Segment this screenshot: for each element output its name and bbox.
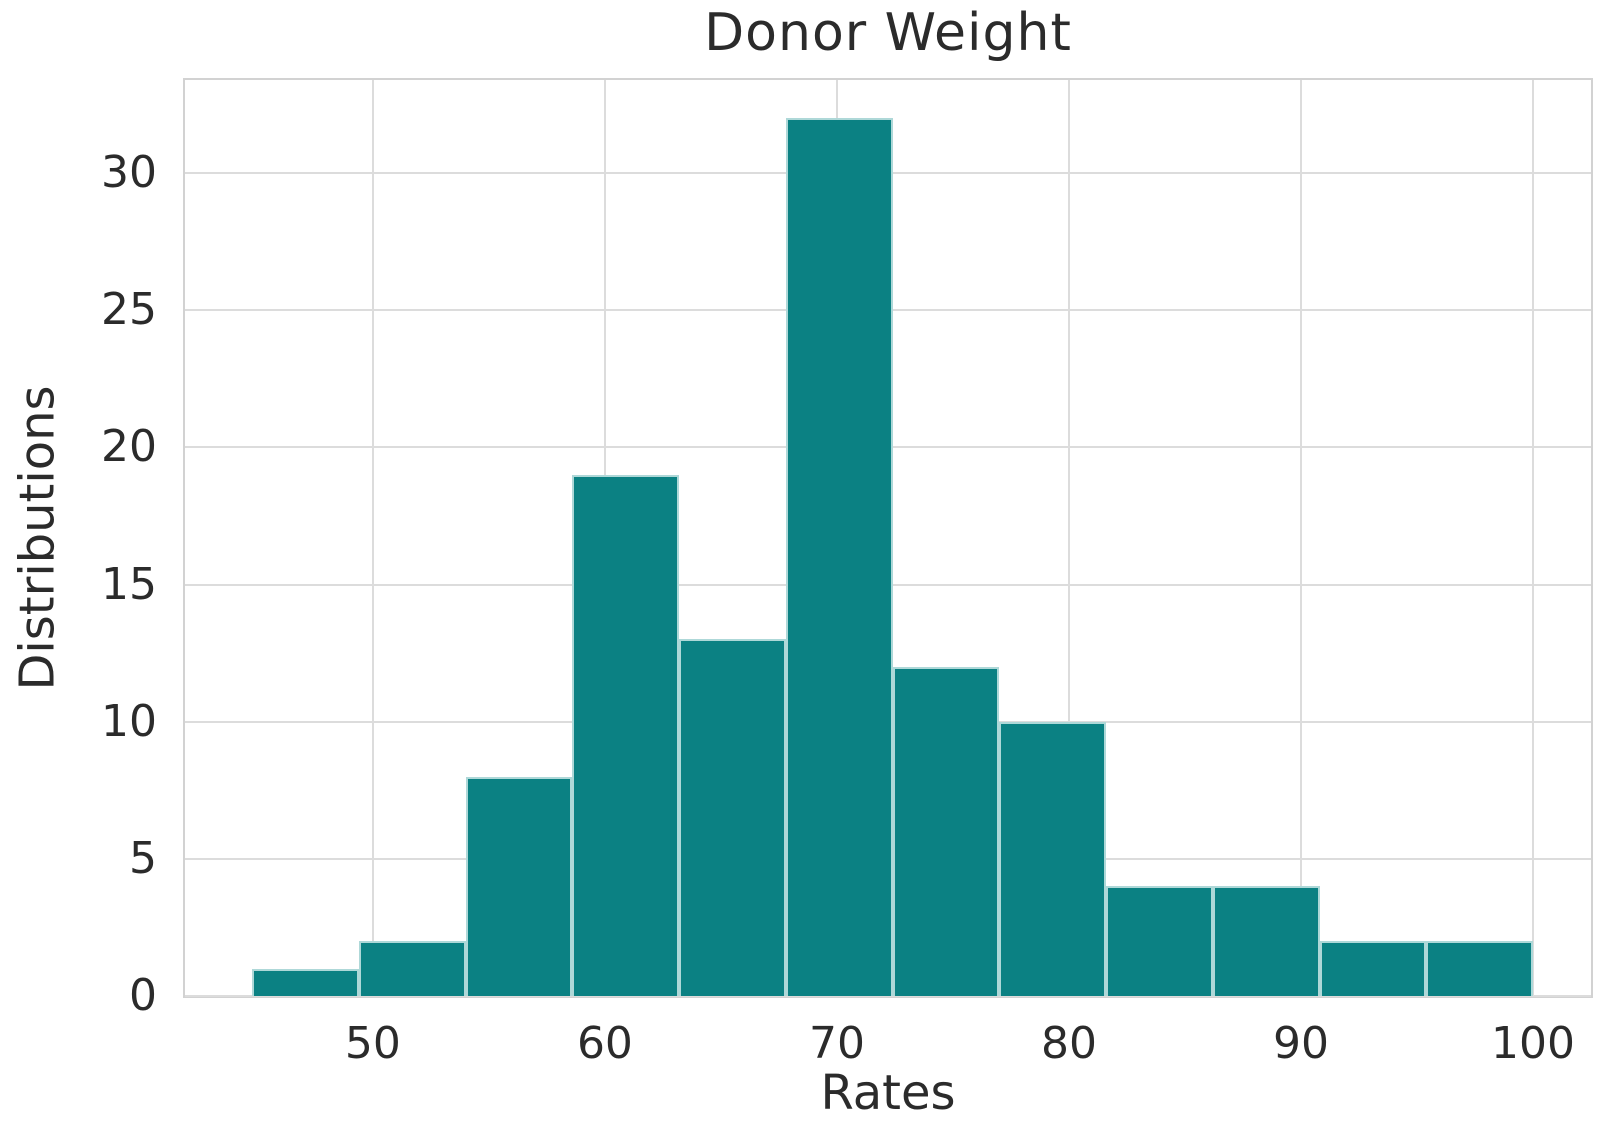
- histogram-bar: [679, 639, 786, 996]
- gridline-x-100: [1531, 80, 1534, 996]
- histogram-bar: [1212, 886, 1320, 996]
- histogram-bar: [252, 968, 359, 996]
- histogram-bar: [572, 474, 680, 996]
- histogram-bar: [465, 776, 573, 996]
- x-tick-label: 70: [808, 1018, 865, 1069]
- histogram-bar: [359, 941, 466, 996]
- plot-area: [183, 78, 1593, 998]
- gridline-y-0: [185, 995, 1591, 997]
- y-tick-label: 10: [101, 695, 157, 747]
- x-tick-label: 90: [1272, 1018, 1329, 1069]
- y-tick-label: 15: [101, 558, 157, 610]
- histogram-bar: [1319, 941, 1427, 996]
- y-tick-label: 5: [129, 832, 157, 884]
- gridline-x-90: [1299, 80, 1302, 996]
- chart-title: Donor Weight: [704, 3, 1072, 63]
- histogram-bar: [892, 666, 1000, 996]
- histogram-bars: [185, 80, 1591, 996]
- gridline-x-50: [371, 80, 374, 996]
- histogram-bar: [785, 118, 893, 996]
- y-tick-label: 0: [129, 970, 157, 1021]
- x-tick-label: 80: [1040, 1018, 1097, 1069]
- y-tick-label: 20: [101, 421, 157, 473]
- y-tick-label: 30: [101, 147, 157, 199]
- histogram-bar: [999, 721, 1107, 996]
- x-tick-label: 100: [1490, 1018, 1575, 1069]
- histogram-bar: [1106, 886, 1213, 996]
- y-tick-label: 25: [101, 284, 157, 336]
- x-axis-label: Rates: [820, 1065, 956, 1121]
- x-tick-label: 60: [576, 1018, 633, 1069]
- histogram-bar: [1426, 941, 1533, 996]
- x-tick-label: 50: [344, 1018, 401, 1069]
- gridline-x-80: [1067, 80, 1070, 996]
